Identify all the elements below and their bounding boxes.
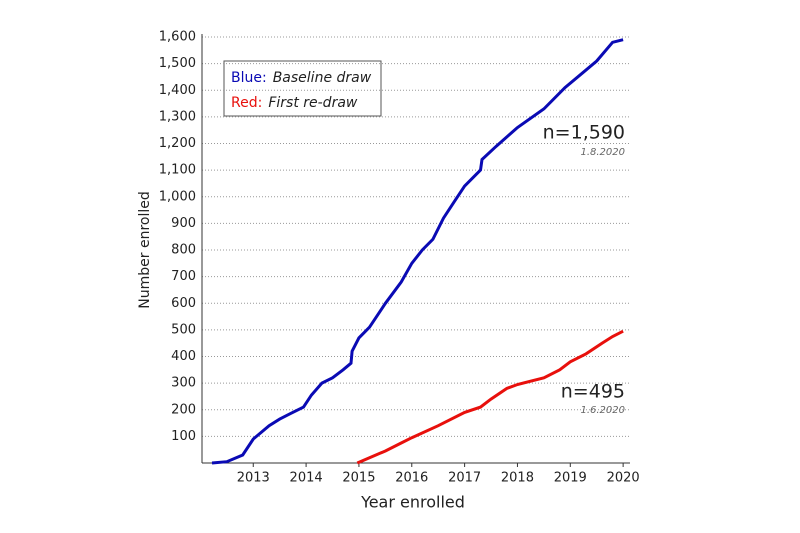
x-tick-label: 2014	[290, 471, 323, 486]
y-tick-label: 1,200	[159, 136, 196, 151]
x-tick-label: 2016	[395, 471, 428, 486]
y-tick-label: 500	[171, 322, 196, 337]
legend-label: First re-draw	[268, 95, 358, 111]
y-tick-label: 1,000	[159, 189, 196, 204]
y-tick-label: 700	[171, 269, 196, 284]
series-line	[211, 38, 624, 465]
x-tick-label: 2020	[607, 471, 640, 486]
legend-box	[223, 60, 382, 117]
x-axis-label: Year enrolled	[360, 493, 465, 512]
y-tick-label: 600	[171, 296, 196, 311]
y-tick-label: 800	[171, 243, 196, 258]
legend-key: Red:	[231, 95, 262, 111]
y-tick-label: 1,400	[159, 83, 196, 98]
y-tick-label: 900	[171, 216, 196, 231]
x-tick-label: 2019	[554, 471, 587, 486]
y-tick-label: 1,100	[159, 163, 196, 178]
x-tick-label: 2018	[501, 471, 534, 486]
annotation-date: 1.8.2020	[580, 147, 625, 158]
y-tick-label: 1,300	[159, 109, 196, 124]
legend-label: Baseline draw	[273, 70, 372, 86]
y-tick-label: 100	[171, 429, 196, 444]
annotation-date: 1.6.2020	[580, 405, 625, 416]
annotation: n=1,590	[543, 122, 625, 144]
legend-key: Blue:	[231, 70, 267, 86]
y-tick-label: 300	[171, 376, 196, 391]
annotation: n=495	[561, 381, 625, 403]
x-tick-label: 2017	[448, 471, 481, 486]
series-line	[356, 329, 624, 465]
y-tick-label: 200	[171, 402, 196, 417]
x-tick-label: 2015	[342, 471, 375, 486]
x-tick-label: 2013	[237, 471, 270, 486]
y-tick-label: 1,500	[159, 56, 196, 71]
y-tick-label: 1,600	[159, 30, 196, 45]
y-axis-label: Number enrolled	[137, 191, 153, 308]
y-tick-label: 400	[171, 349, 196, 364]
